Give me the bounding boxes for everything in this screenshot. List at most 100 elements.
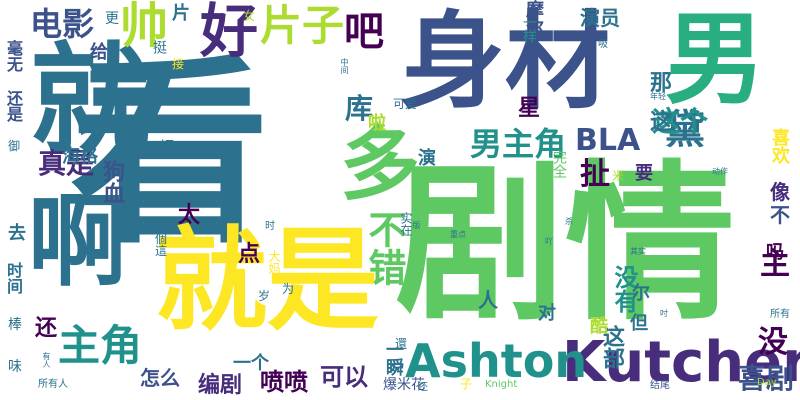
word-hai-trad: 還 bbox=[395, 337, 408, 351]
word-che: 扯 bbox=[580, 157, 610, 192]
word-wei2: 为 bbox=[282, 282, 295, 296]
word-nan: 男 bbox=[665, 1, 765, 118]
word-er: 尔 bbox=[632, 283, 650, 304]
word-nv: 女 bbox=[243, 9, 256, 23]
word-jie: 接 bbox=[172, 57, 185, 71]
word-a: 啊 bbox=[28, 183, 128, 300]
word-ku: 库 bbox=[345, 92, 374, 125]
word-jiewei: 结尾 bbox=[650, 380, 670, 391]
word-pianzi: 片子 bbox=[260, 1, 345, 50]
word-qishi: 其实 bbox=[630, 247, 646, 256]
word-qie: 切 bbox=[160, 139, 174, 155]
word-suoyou: 所有 bbox=[770, 309, 790, 320]
word-na: 那 bbox=[650, 71, 673, 96]
word-dui: 对 bbox=[538, 303, 556, 324]
word-kutcher: Kutcher bbox=[562, 330, 800, 395]
word-xi: 吸 bbox=[598, 39, 608, 50]
word-sha: 杀 bbox=[565, 217, 573, 226]
word-wei: 味 bbox=[8, 359, 22, 375]
word-yiyang: 一样 bbox=[521, 15, 537, 43]
word-youren: 有人 bbox=[42, 352, 51, 368]
word-yishun: 一瞬 bbox=[383, 340, 404, 376]
word-haha: 哈哈 bbox=[139, 90, 155, 118]
word-day: Day bbox=[757, 377, 777, 388]
word-yanyuan: 演员 bbox=[580, 6, 620, 30]
word-ashton: Ashton bbox=[405, 334, 588, 388]
word-yu: 御 bbox=[8, 139, 21, 153]
word-jiushi: 就是 bbox=[155, 216, 379, 346]
word-zeze: 喷喷 bbox=[260, 368, 308, 396]
word-juqing: 剧情 bbox=[395, 146, 736, 344]
word-zhongjian: 中间 bbox=[340, 58, 349, 74]
word-xiju: 喜剧 bbox=[738, 362, 795, 395]
word-duo: 多 bbox=[340, 118, 420, 211]
word-bucuo: 不错 bbox=[362, 210, 406, 286]
word-ba: 吧 bbox=[337, 10, 383, 50]
word-haige: 海格 bbox=[62, 146, 98, 167]
word-ting: 挺 bbox=[151, 40, 167, 54]
word-dan: 但 bbox=[630, 313, 648, 334]
word-dongzuo: 动作 bbox=[712, 167, 728, 176]
word-nanzhujiao: 男主角 bbox=[470, 125, 567, 163]
word-wanquan: 完全 bbox=[551, 150, 567, 178]
word-sui: 岁 bbox=[258, 289, 271, 303]
word-gei: 给 bbox=[87, 42, 108, 60]
word-kan: 看 bbox=[70, 38, 271, 271]
word-zenme: 怎么 bbox=[140, 366, 180, 390]
word-dai: 黛 bbox=[665, 107, 705, 153]
word-bu: 不 bbox=[770, 203, 790, 227]
word-ban: 版 bbox=[412, 221, 421, 229]
word-dianying: 电影 bbox=[30, 5, 95, 43]
word-xing: 星 bbox=[518, 96, 541, 121]
word-yao: 要 bbox=[635, 163, 653, 184]
word-suoyouren: 所有人 bbox=[38, 379, 68, 390]
word-zhongdian: 重点 bbox=[450, 230, 466, 239]
word-knight: Knight bbox=[485, 379, 518, 390]
word-shencai: 身材 bbox=[400, 1, 611, 123]
word-haishi: 还是 bbox=[4, 90, 23, 122]
word-jiu: 就 bbox=[30, 32, 150, 171]
word-nianqing: 年轻 bbox=[650, 92, 666, 101]
word-qu: 去 bbox=[8, 223, 26, 244]
word-la: 啦 bbox=[368, 113, 386, 134]
word-ma: 吗 bbox=[766, 242, 784, 263]
word-bang: 棒 bbox=[8, 317, 22, 333]
word-dian: 点 bbox=[238, 242, 261, 267]
word-ku2: 酷 bbox=[590, 316, 608, 337]
word-yige: 一个 bbox=[233, 353, 269, 374]
word-baomihua: 爆米花 bbox=[383, 377, 425, 393]
word-shuai: 帅 bbox=[111, 0, 167, 48]
word-hai: 还 bbox=[35, 316, 58, 341]
word-gouxue: 狗血 bbox=[99, 160, 124, 204]
word-mi: 米 bbox=[612, 169, 625, 183]
word-xihuan: 喜欢 bbox=[769, 128, 790, 164]
word-zhenshi: 真是 bbox=[38, 147, 95, 180]
word-ge-trad: 個 bbox=[155, 232, 168, 246]
word-hai2: 还 bbox=[418, 382, 428, 393]
word-geng: 更 bbox=[105, 11, 119, 27]
word-hao: 好 bbox=[190, 0, 258, 58]
word-zhe-trad: 這 bbox=[155, 244, 168, 258]
word-zhebu: 这部 bbox=[599, 325, 624, 369]
word-keyi: 可以 bbox=[320, 363, 368, 391]
word-shizai: 实在 bbox=[399, 212, 413, 236]
word-mei: 没 bbox=[758, 325, 788, 360]
word-xiang: 像 bbox=[770, 180, 790, 204]
word-ya: 吖 bbox=[545, 237, 553, 246]
word-bla: BLA bbox=[575, 123, 641, 158]
word-pian: 片 bbox=[172, 3, 190, 24]
word-bianju: 编剧 bbox=[198, 373, 243, 398]
word-yan: 演 bbox=[418, 148, 436, 169]
word-zi: 子 bbox=[460, 377, 473, 391]
word-cun: 吋 bbox=[660, 309, 668, 318]
word-zhe: 这 bbox=[650, 110, 673, 135]
word-shi: 时 bbox=[265, 221, 275, 232]
word-shijian: 时间 bbox=[4, 262, 23, 294]
word-haowu: 毫无 bbox=[4, 40, 23, 72]
word-tai: 太 bbox=[178, 203, 201, 228]
word-ren: 人 bbox=[478, 288, 498, 312]
word-zhu: 主 bbox=[760, 247, 790, 282]
word-meiyou: 没有 bbox=[610, 265, 638, 313]
word-keai: 可爱 bbox=[393, 97, 418, 111]
